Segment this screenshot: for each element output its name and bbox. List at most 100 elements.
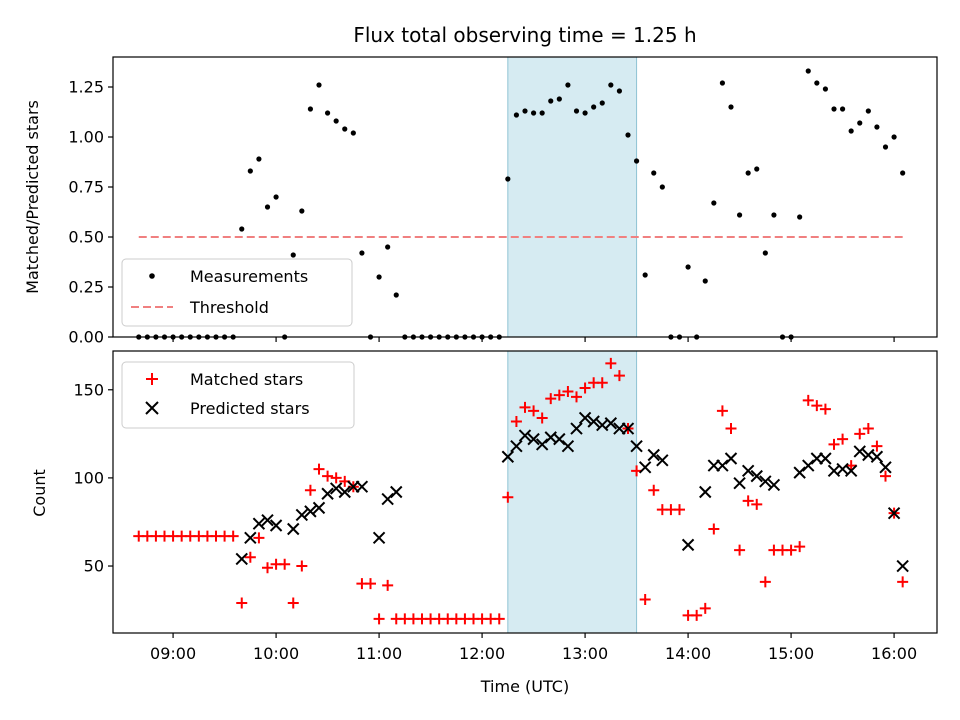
matched-point <box>536 412 548 424</box>
matched-point <box>553 389 565 401</box>
predicted-point <box>587 415 600 428</box>
matched-point <box>639 594 651 606</box>
measurement-point <box>736 212 743 218</box>
measurement-point <box>814 80 820 86</box>
measurement-point <box>350 130 356 136</box>
bottom-series-2 <box>235 411 909 573</box>
predicted-point <box>733 476 746 490</box>
measurement-point <box>822 86 829 92</box>
predicted-point <box>741 464 755 478</box>
matched-point <box>854 428 866 440</box>
matched-point <box>759 576 771 588</box>
measurement-point <box>831 106 837 112</box>
x-tick-label: 15:00 <box>768 644 814 663</box>
bottom-legend: Matched stars Predicted stars <box>121 361 355 429</box>
measurement-point <box>324 110 331 116</box>
matched-point <box>596 377 608 389</box>
matched-point <box>751 498 763 510</box>
measurement-point <box>728 104 734 110</box>
measurement-point <box>359 250 365 256</box>
matched-point <box>313 463 325 475</box>
predicted-point <box>870 450 884 463</box>
bottom-shaded-span <box>507 350 638 634</box>
top-chart-title: Flux total observing time = 1.25 h <box>353 23 696 47</box>
measurement-point <box>239 226 245 232</box>
measurement-point <box>599 100 605 106</box>
measurement-point <box>591 104 597 110</box>
x-tick-label: 09:00 <box>150 644 196 663</box>
predicted-point <box>244 531 257 545</box>
matched-point <box>699 602 711 614</box>
measurement-point <box>651 170 657 176</box>
top-legend: Measurements Threshold <box>121 258 353 327</box>
x-tick-label: 16:00 <box>871 644 917 663</box>
matched-point <box>287 597 299 609</box>
measurement-point <box>565 82 571 88</box>
predicted-point <box>759 475 772 488</box>
top-y-axis-label: Matched/Predicted stars <box>23 100 42 294</box>
measurement-point <box>745 170 751 176</box>
predicted-point <box>312 501 326 515</box>
predicted-point <box>767 478 781 492</box>
top-y-tick-label: 0.75 <box>68 178 104 197</box>
measurement-point <box>805 68 811 74</box>
bottom-y-tick-label: 50 <box>84 557 104 576</box>
measurement-point <box>659 184 665 190</box>
matched-point <box>794 541 806 553</box>
top-legend-frame <box>121 258 353 327</box>
matched-point <box>510 416 522 427</box>
predicted-point <box>235 552 248 566</box>
measurement-point <box>865 108 871 114</box>
measurement-point <box>608 82 614 88</box>
matched-point <box>802 394 814 406</box>
matched-point <box>519 401 531 413</box>
matched-point <box>708 523 720 535</box>
measurement-point <box>891 134 897 140</box>
measurement-point <box>307 106 314 112</box>
predicted-point <box>638 461 652 474</box>
x-tick-label: 12:00 <box>459 644 505 663</box>
bottom-y-tick-label: 100 <box>73 468 104 487</box>
measurement-point <box>625 132 631 138</box>
predicted-point <box>570 422 583 435</box>
matched-point <box>545 393 557 405</box>
measurement-point <box>290 252 296 258</box>
matched-point <box>613 370 625 382</box>
measurement-point <box>762 250 768 256</box>
predicted-point <box>750 469 763 483</box>
measurement-point <box>264 204 271 210</box>
bottom-series-1 <box>133 357 909 625</box>
measurement-point <box>376 274 382 280</box>
measurement-point <box>874 124 880 130</box>
matched-point <box>811 400 823 412</box>
predicted-point <box>338 485 351 499</box>
matched-point <box>819 403 831 415</box>
matched-point <box>493 613 505 625</box>
predicted-point <box>287 522 300 536</box>
predicted-point <box>269 519 283 532</box>
matched-point <box>227 530 239 542</box>
legend-matched-marker <box>146 373 158 385</box>
matched-point <box>579 382 591 394</box>
top-y-tick-label: 0.50 <box>68 228 104 247</box>
top-panel: 0.00 0.25 0.50 0.75 1.00 1.25 <box>68 56 938 347</box>
predicted-point <box>716 459 729 472</box>
matched-point <box>871 440 883 452</box>
predicted-point <box>390 485 403 499</box>
predicted-point <box>252 517 266 530</box>
measurement-point <box>385 244 391 250</box>
predicted-point <box>372 531 386 545</box>
predicted-point <box>802 459 815 472</box>
measurement-point <box>857 120 863 126</box>
predicted-point <box>578 411 592 425</box>
x-axis-label: Time (UTC) <box>480 677 569 696</box>
matched-point <box>330 472 342 484</box>
measurement-point <box>573 108 580 114</box>
bottom-panel: 09:00 10:00 11:00 12:00 13:00 14:00 15:00 16:00… <box>73 350 938 663</box>
bottom-axes-frame <box>112 350 938 634</box>
predicted-point <box>724 452 738 465</box>
measurement-point <box>342 126 348 132</box>
measurement-point <box>299 208 305 214</box>
predicted-point <box>647 448 660 462</box>
